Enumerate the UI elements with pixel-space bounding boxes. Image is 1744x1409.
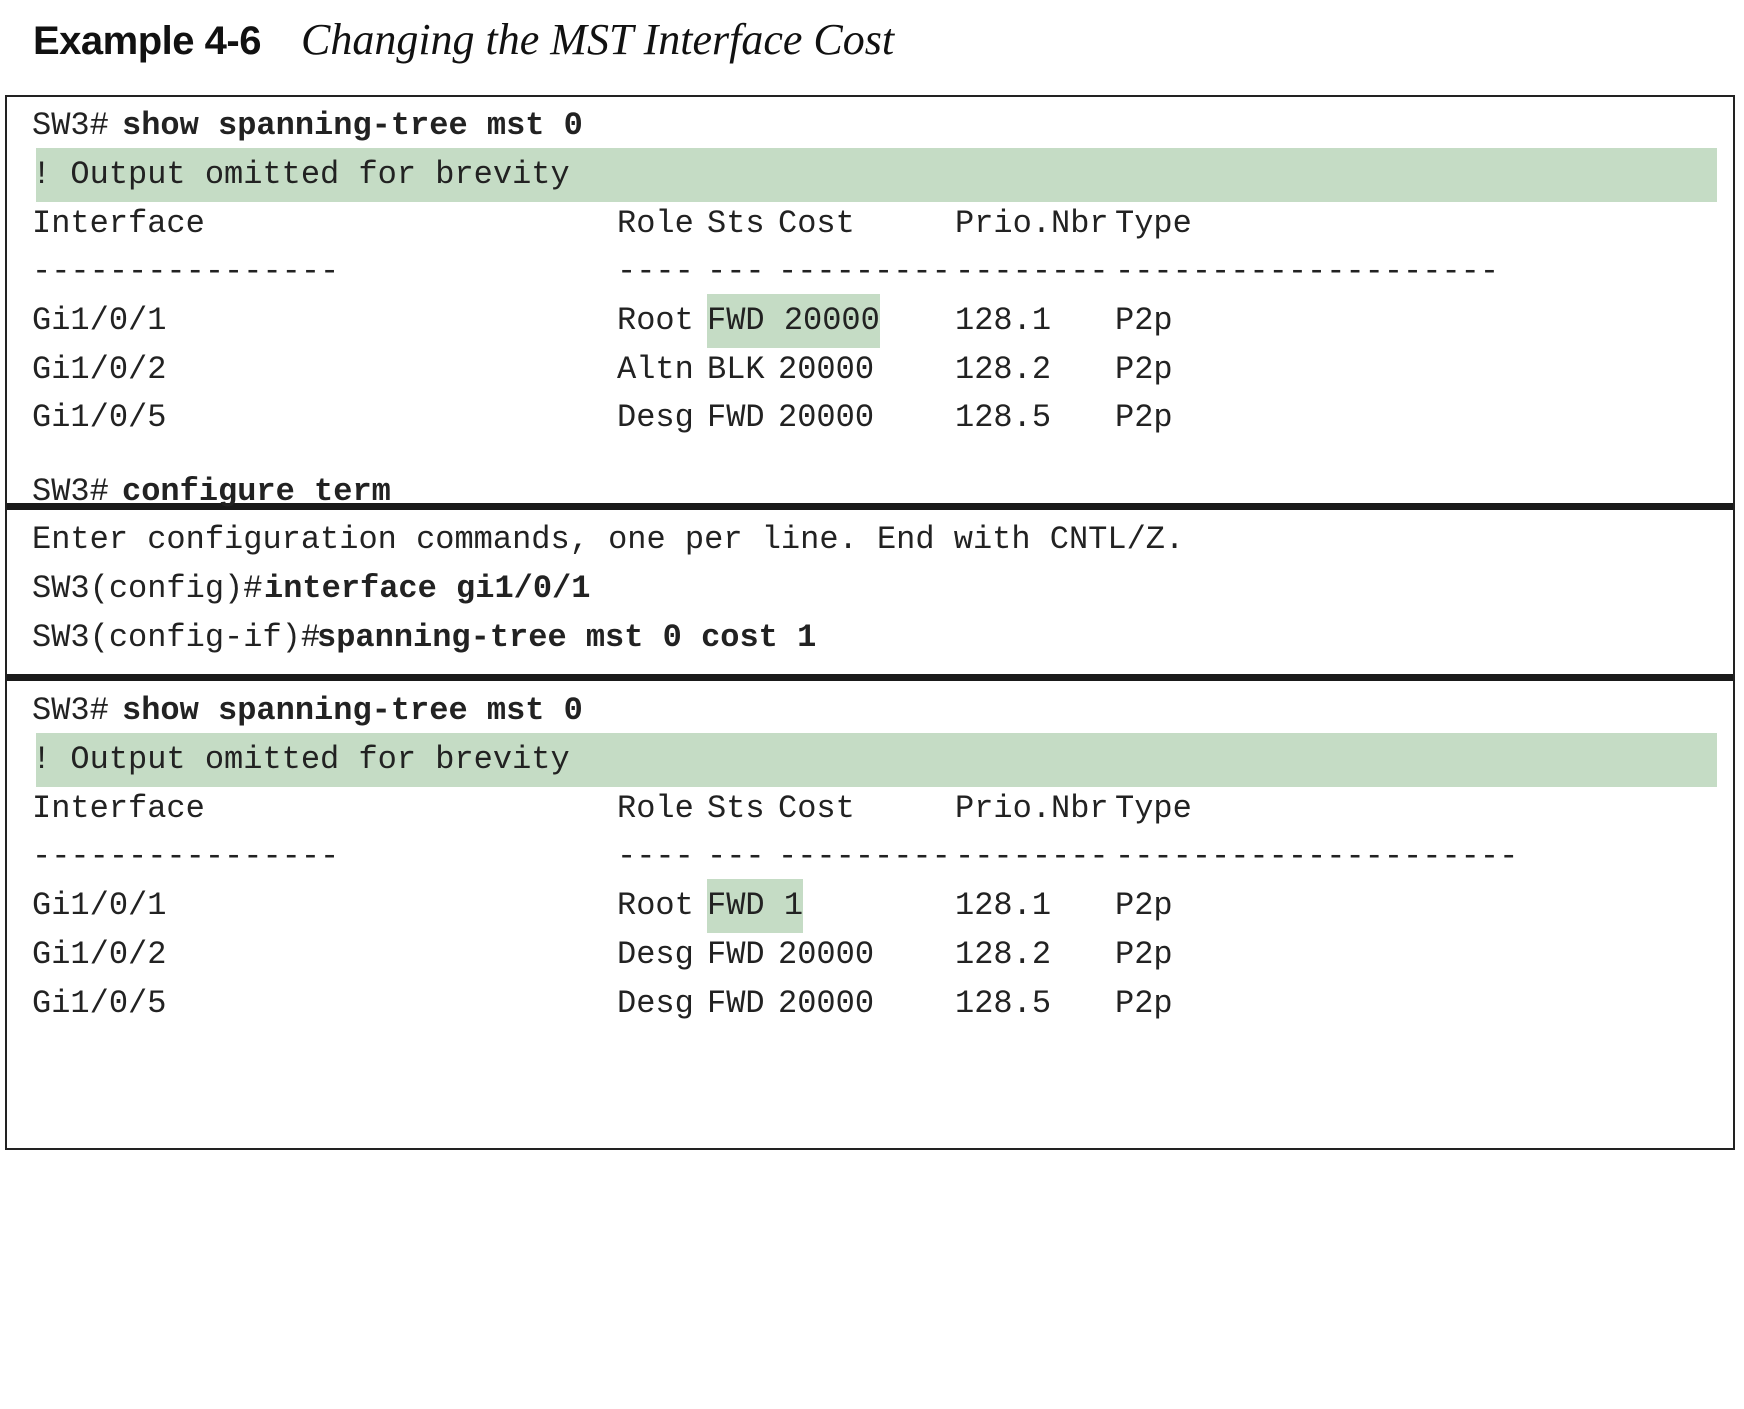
row-prio: 128.2 xyxy=(955,936,1052,973)
highlighted-state-cost: FWD 20000 xyxy=(707,294,880,348)
row-interface: Gi1/0/1 xyxy=(32,887,167,924)
highlighted-state-cost: FWD 1 xyxy=(707,879,804,933)
row-cost: 20000 xyxy=(778,351,875,388)
row-prio: 128.5 xyxy=(955,985,1052,1022)
section-divider xyxy=(7,674,1733,681)
header-interface: Interface xyxy=(32,790,205,827)
row-cost: 20000 xyxy=(778,985,875,1022)
dash-sts: --- xyxy=(707,838,765,875)
command: show spanning-tree mst 0 xyxy=(122,107,583,144)
row-role: Desg xyxy=(617,936,694,973)
code-listing: SW3# show spanning-tree mst 0 ! Output o… xyxy=(5,95,1735,1150)
omitted-note: ! Output omitted for brevity xyxy=(7,148,1733,202)
row-prio: 128.1 xyxy=(955,302,1052,339)
row-role: Root xyxy=(617,887,694,924)
example-heading: Example 4-6 Changing the MST Interface C… xyxy=(33,14,894,70)
row-prio: 128.2 xyxy=(955,351,1052,388)
row-sts: FWD xyxy=(707,399,765,436)
command: interface gi1/0/1 xyxy=(264,570,591,607)
section-divider xyxy=(7,503,1733,510)
row-cost: 20000 xyxy=(778,399,875,436)
table-row: Gi1/0/5 Desg FWD 20000 128.5 P2p xyxy=(7,977,1733,1031)
header-prio: Prio.Nbr xyxy=(955,790,1109,827)
dash-prio: -------- xyxy=(955,838,1109,875)
table-row: Gi1/0/2 Desg FWD 20000 128.2 P2p xyxy=(7,928,1733,982)
row-cost: 20000 xyxy=(778,936,875,973)
dash-role: ---- xyxy=(617,838,694,875)
row-sts: FWD xyxy=(707,985,765,1022)
table-row: Gi1/0/2 Altn BLK 20000 128.2 P2p xyxy=(7,343,1733,397)
dash-prio: -------- xyxy=(955,253,1109,290)
header-role: Role xyxy=(617,205,694,242)
table-divider: ---------------- ---- --- --------- ----… xyxy=(7,245,1733,299)
output-text: Enter configuration commands, one per li… xyxy=(32,521,1185,558)
header-sts: Sts xyxy=(707,205,765,242)
omitted-note: ! Output omitted for brevity xyxy=(7,733,1733,787)
header-cost: Cost xyxy=(778,790,855,827)
command-line: SW3# show spanning-tree mst 0 xyxy=(7,99,1733,153)
row-prio: 128.1 xyxy=(955,887,1052,924)
row-interface: Gi1/0/5 xyxy=(32,985,167,1022)
row-interface: Gi1/0/2 xyxy=(32,351,167,388)
row-type: P2p xyxy=(1115,985,1173,1022)
header-type: Type xyxy=(1115,790,1192,827)
example-label: Example 4-6 xyxy=(33,19,261,63)
row-role: Root xyxy=(617,302,694,339)
header-interface: Interface xyxy=(32,205,205,242)
row-prio: 128.5 xyxy=(955,399,1052,436)
note-highlight xyxy=(36,148,1717,202)
row-type: P2p xyxy=(1115,399,1173,436)
command-line: SW3(config)# interface gi1/0/1 xyxy=(7,562,1733,616)
output-line: Enter configuration commands, one per li… xyxy=(7,513,1733,567)
row-type: P2p xyxy=(1115,302,1173,339)
row-sts: BLK xyxy=(707,351,765,388)
row-interface: Gi1/0/5 xyxy=(32,399,167,436)
row-interface: Gi1/0/2 xyxy=(32,936,167,973)
prompt: SW3(config-if)# xyxy=(32,619,321,656)
row-sts: FWD xyxy=(707,936,765,973)
header-role: Role xyxy=(617,790,694,827)
dash-type: -------------------- xyxy=(1115,253,1500,290)
command: show spanning-tree mst 0 xyxy=(122,692,583,729)
command: spanning-tree mst 0 cost 1 xyxy=(317,619,817,656)
note-text: ! Output omitted for brevity xyxy=(32,156,570,193)
header-sts: Sts xyxy=(707,790,765,827)
dash-type: --------------------- xyxy=(1115,838,1519,875)
row-type: P2p xyxy=(1115,936,1173,973)
table-header: Interface Role Sts Cost Prio.Nbr Type xyxy=(7,782,1733,836)
header-prio: Prio.Nbr xyxy=(955,205,1109,242)
prompt: SW3# xyxy=(32,107,109,144)
note-text: ! Output omitted for brevity xyxy=(32,741,570,778)
row-role: Desg xyxy=(617,985,694,1022)
dash-interface: ---------------- xyxy=(32,838,340,875)
command: configure term xyxy=(122,473,391,510)
table-row: Gi1/0/1 Root FWD 20000 128.1 P2p xyxy=(7,294,1733,348)
dash-cost: --------- xyxy=(778,253,951,290)
command-line: SW3(config-if)# spanning-tree mst 0 cost… xyxy=(7,611,1733,665)
row-type: P2p xyxy=(1115,887,1173,924)
table-header: Interface Role Sts Cost Prio.Nbr Type xyxy=(7,197,1733,251)
table-row: Gi1/0/1 Root FWD 1 128.1 P2p xyxy=(7,879,1733,933)
dash-role: ---- xyxy=(617,253,694,290)
note-highlight xyxy=(36,733,1717,787)
dash-interface: ---------------- xyxy=(32,253,340,290)
header-cost: Cost xyxy=(778,205,855,242)
table-divider: ---------------- ---- --- --------- ----… xyxy=(7,830,1733,884)
prompt: SW3(config)# xyxy=(32,570,263,607)
dash-cost: --------- xyxy=(778,838,951,875)
example-title: Changing the MST Interface Cost xyxy=(300,15,895,64)
row-type: P2p xyxy=(1115,351,1173,388)
header-type: Type xyxy=(1115,205,1192,242)
row-role: Desg xyxy=(617,399,694,436)
command-line: SW3# configure term xyxy=(7,465,1733,519)
dash-sts: --- xyxy=(707,253,765,290)
prompt: SW3# xyxy=(32,692,109,729)
table-row: Gi1/0/5 Desg FWD 20000 128.5 P2p xyxy=(7,391,1733,445)
prompt: SW3# xyxy=(32,473,109,510)
row-interface: Gi1/0/1 xyxy=(32,302,167,339)
row-role: Altn xyxy=(617,351,694,388)
command-line: SW3# show spanning-tree mst 0 xyxy=(7,684,1733,738)
